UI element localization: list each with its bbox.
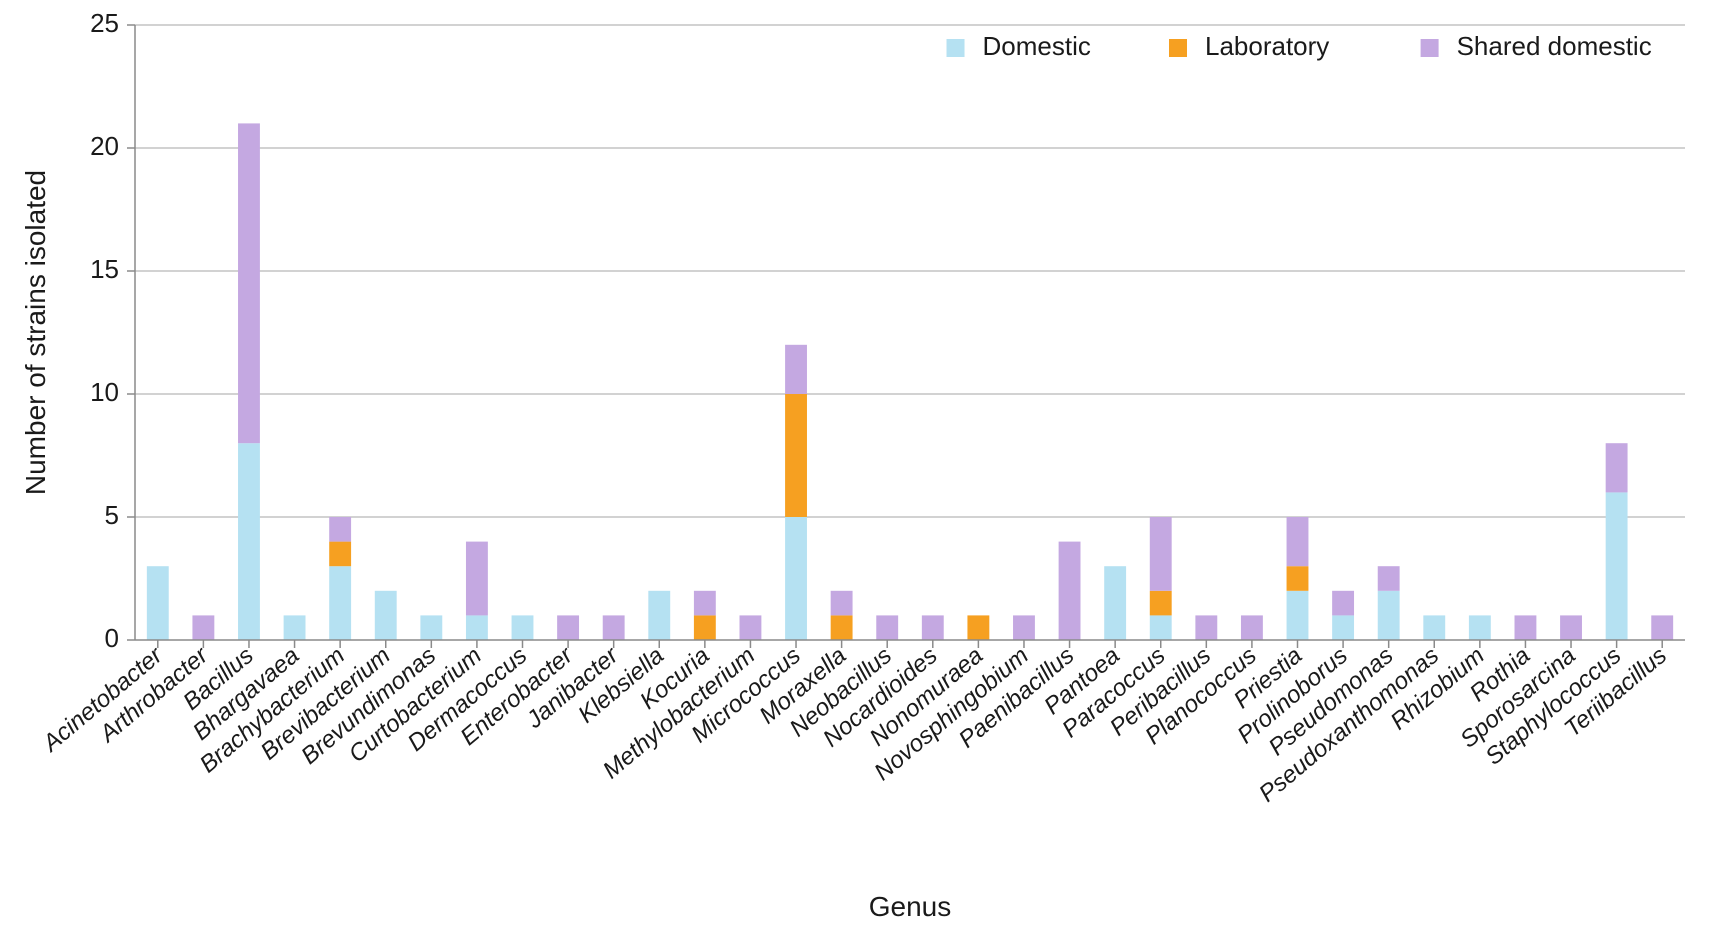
legend-label: Shared domestic — [1457, 31, 1652, 61]
bar-segment-domestic — [1104, 566, 1126, 640]
bar-segment-shared_domestic — [466, 542, 488, 616]
y-tick-label: 20 — [90, 131, 119, 161]
bar-segment-shared_domestic — [192, 615, 214, 640]
bars-group — [147, 123, 1673, 640]
bar-segment-domestic — [648, 591, 670, 640]
y-tick-label: 25 — [90, 8, 119, 38]
legend: Domestic Laboratory Shared domestic — [947, 31, 1652, 61]
bar-segment-shared_domestic — [1013, 615, 1035, 640]
bar-segment-domestic — [785, 517, 807, 640]
bar-segment-domestic — [420, 615, 442, 640]
legend-marker — [1169, 39, 1187, 57]
bar-segment-shared_domestic — [1241, 615, 1263, 640]
bar-segment-laboratory — [329, 542, 351, 567]
bar-segment-shared_domestic — [1059, 542, 1081, 640]
bar-segment-shared_domestic — [1332, 591, 1354, 616]
bar-segment-domestic — [1378, 591, 1400, 640]
bar-segment-shared_domestic — [1651, 615, 1673, 640]
bar-segment-shared_domestic — [922, 615, 944, 640]
bar-segment-domestic — [284, 615, 306, 640]
bar-segment-laboratory — [1150, 591, 1172, 616]
bar-segment-shared_domestic — [603, 615, 625, 640]
y-tick-label: 10 — [90, 377, 119, 407]
bar-segment-domestic — [466, 615, 488, 640]
y-tick-label: 0 — [105, 623, 119, 653]
bar-segment-shared_domestic — [694, 591, 716, 616]
legend-marker — [1421, 39, 1439, 57]
bar-segment-shared_domestic — [785, 345, 807, 394]
bar-segment-domestic — [147, 566, 169, 640]
bar-segment-domestic — [1469, 615, 1491, 640]
y-tick-label: 5 — [105, 500, 119, 530]
chart-svg: 0510152025AcinetobacterArthrobacterBacil… — [0, 0, 1713, 936]
legend-label: Domestic — [983, 31, 1091, 61]
bar-segment-laboratory — [1287, 566, 1309, 591]
bar-segment-laboratory — [785, 394, 807, 517]
bar-segment-domestic — [238, 443, 260, 640]
bar-segment-laboratory — [967, 615, 989, 640]
bar-segment-shared_domestic — [1150, 517, 1172, 591]
bar-segment-domestic — [1332, 615, 1354, 640]
bar-segment-domestic — [1287, 591, 1309, 640]
bar-segment-domestic — [512, 615, 534, 640]
strains-by-genus-stacked-bar-chart: 0510152025AcinetobacterArthrobacterBacil… — [0, 0, 1713, 936]
bar-segment-domestic — [329, 566, 351, 640]
bar-segment-domestic — [1150, 615, 1172, 640]
bar-segment-domestic — [1606, 492, 1628, 640]
bar-segment-domestic — [375, 591, 397, 640]
legend-marker — [947, 39, 965, 57]
bar-segment-shared_domestic — [1560, 615, 1582, 640]
bar-segment-shared_domestic — [557, 615, 579, 640]
bar-segment-shared_domestic — [831, 591, 853, 616]
legend-label: Laboratory — [1205, 31, 1329, 61]
y-axis-title: Number of strains isolated — [20, 170, 51, 495]
bar-segment-shared_domestic — [329, 517, 351, 542]
bar-segment-shared_domestic — [1195, 615, 1217, 640]
bar-segment-laboratory — [694, 615, 716, 640]
bar-segment-shared_domestic — [1515, 615, 1537, 640]
bar-segment-shared_domestic — [1287, 517, 1309, 566]
x-axis-title: Genus — [869, 891, 952, 922]
bar-segment-shared_domestic — [876, 615, 898, 640]
bar-segment-shared_domestic — [1378, 566, 1400, 591]
y-tick-label: 15 — [90, 254, 119, 284]
bar-segment-domestic — [1423, 615, 1445, 640]
bar-segment-shared_domestic — [740, 615, 762, 640]
bar-segment-shared_domestic — [238, 123, 260, 443]
bar-segment-laboratory — [831, 615, 853, 640]
bar-segment-shared_domestic — [1606, 443, 1628, 492]
